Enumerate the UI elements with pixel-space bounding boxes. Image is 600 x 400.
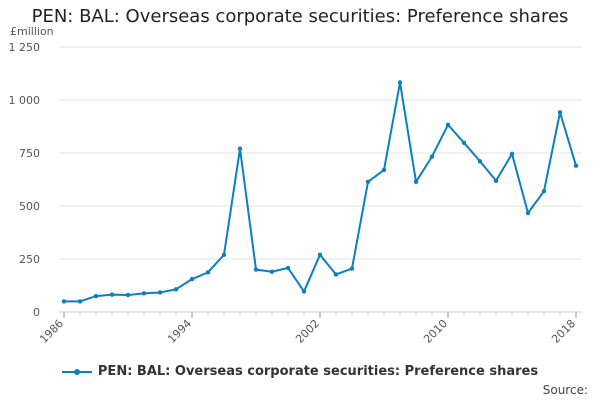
x-tick-label: 1994 bbox=[165, 317, 194, 346]
data-point[interactable] bbox=[429, 154, 435, 159]
series-line bbox=[64, 81, 577, 303]
data-point[interactable] bbox=[109, 292, 115, 297]
gridlines bbox=[59, 46, 582, 260]
data-point[interactable] bbox=[573, 163, 579, 168]
y-tick-label: 1 250 bbox=[9, 41, 41, 54]
data-point[interactable] bbox=[141, 291, 147, 296]
data-point[interactable] bbox=[301, 289, 307, 294]
y-axis-unit: £million bbox=[10, 25, 54, 38]
data-point[interactable] bbox=[61, 299, 67, 304]
data-point[interactable] bbox=[77, 299, 83, 304]
legend-swatch bbox=[61, 366, 92, 378]
data-point[interactable] bbox=[253, 267, 259, 272]
data-point[interactable] bbox=[173, 287, 179, 292]
x-tick-label: 1986 bbox=[37, 317, 66, 346]
data-point[interactable] bbox=[509, 151, 515, 157]
y-tick-label: 250 bbox=[19, 253, 40, 266]
data-point[interactable] bbox=[397, 80, 403, 85]
data-point[interactable] bbox=[157, 290, 163, 295]
legend-label: PEN: BAL: Overseas corporate securities:… bbox=[97, 364, 539, 379]
data-point[interactable] bbox=[189, 276, 195, 282]
y-tick-label: 500 bbox=[19, 200, 40, 213]
data-point[interactable] bbox=[557, 110, 563, 115]
series-layer bbox=[61, 80, 579, 304]
axes: 0 250 500 750 1 000 1 250 1986 1994 2002 2010 2018 bbox=[9, 41, 582, 346]
data-point[interactable] bbox=[205, 270, 211, 275]
data-point[interactable] bbox=[221, 252, 227, 257]
data-point[interactable] bbox=[93, 293, 99, 299]
data-point[interactable] bbox=[349, 266, 355, 271]
legend[interactable]: PEN: BAL: Overseas corporate securities:… bbox=[0, 364, 600, 379]
y-tick-label: 1 000 bbox=[9, 94, 41, 107]
x-tick-label: 2018 bbox=[549, 317, 578, 346]
data-point[interactable] bbox=[237, 146, 243, 151]
data-point[interactable] bbox=[317, 252, 323, 257]
data-point[interactable] bbox=[365, 179, 371, 185]
data-point[interactable] bbox=[413, 179, 419, 185]
y-tick-label: 0 bbox=[33, 306, 40, 319]
y-tick-label: 750 bbox=[19, 147, 40, 160]
x-tick-label: 2002 bbox=[293, 317, 322, 346]
data-point[interactable] bbox=[493, 178, 499, 183]
data-point[interactable] bbox=[381, 167, 387, 173]
chart-title: PEN: BAL: Overseas corporate securities:… bbox=[31, 6, 569, 27]
data-point[interactable] bbox=[125, 292, 131, 298]
data-point[interactable] bbox=[269, 269, 275, 274]
source-label: Source: bbox=[542, 383, 588, 397]
data-point[interactable] bbox=[333, 272, 339, 277]
data-point[interactable] bbox=[445, 122, 451, 128]
data-point[interactable] bbox=[285, 265, 291, 271]
data-point[interactable] bbox=[477, 159, 483, 164]
data-point[interactable] bbox=[541, 188, 547, 194]
x-tick-label: 2010 bbox=[421, 317, 450, 346]
data-point[interactable] bbox=[525, 210, 531, 216]
data-point[interactable] bbox=[461, 140, 467, 146]
